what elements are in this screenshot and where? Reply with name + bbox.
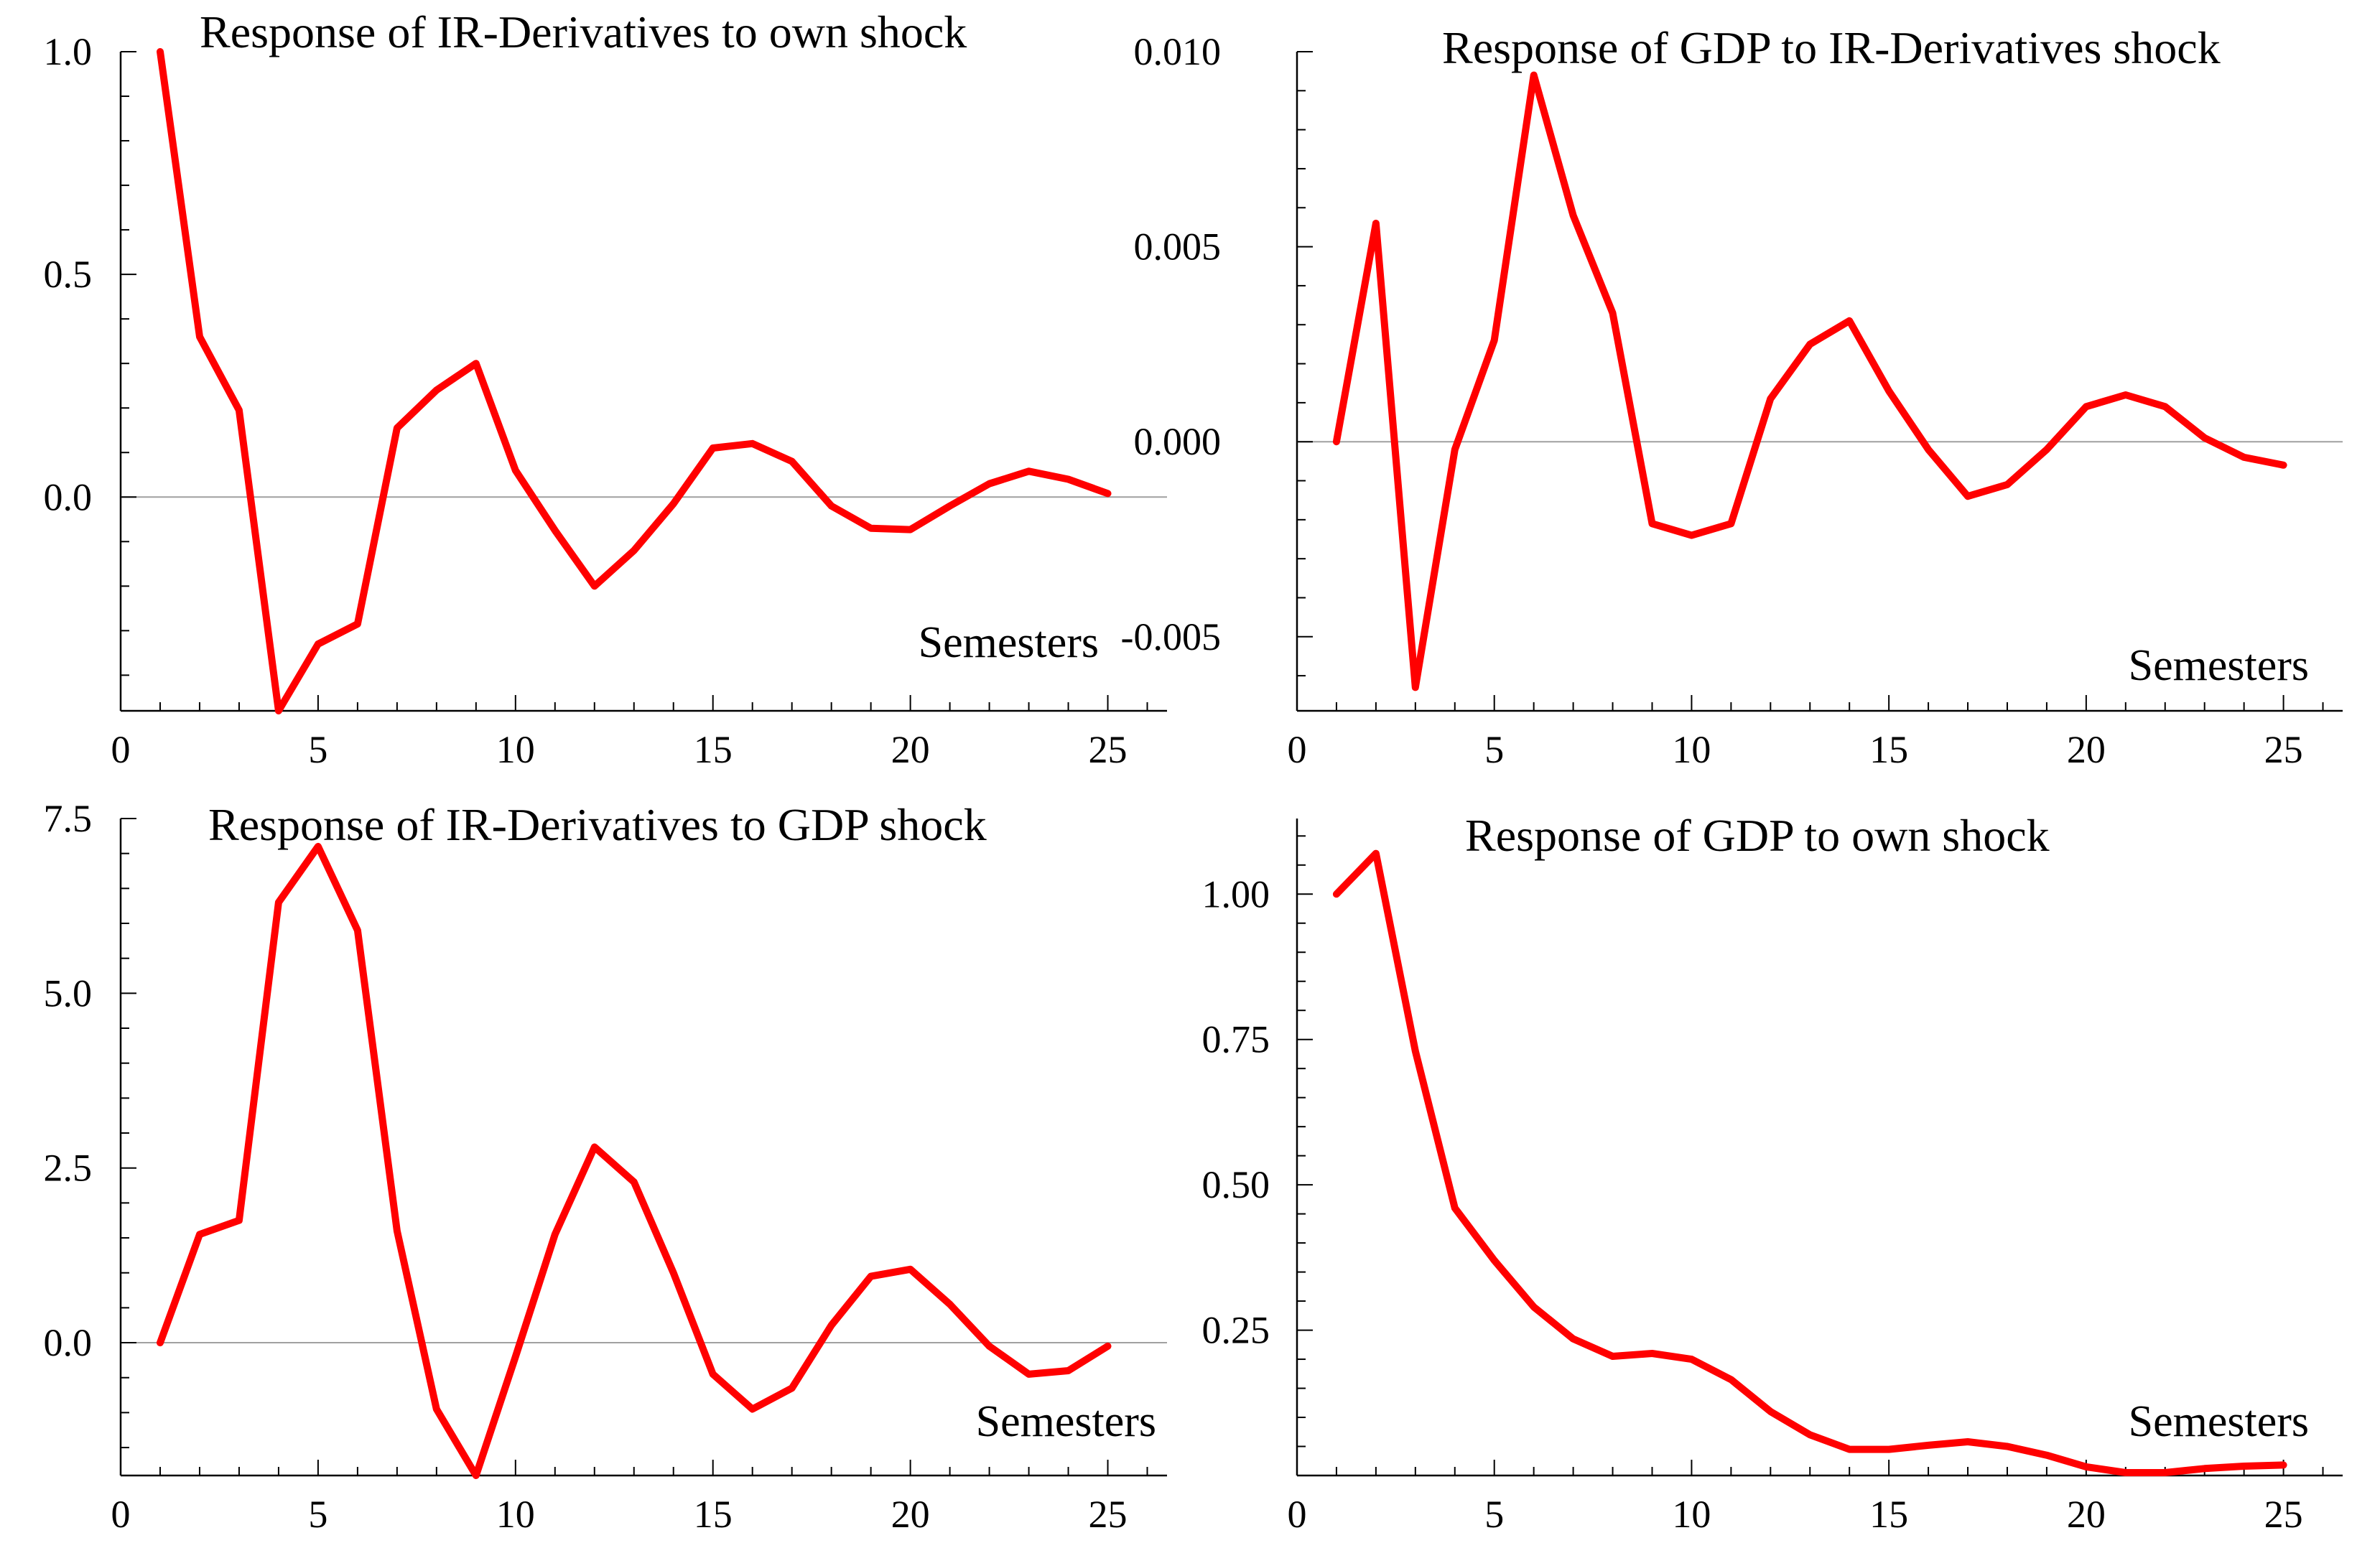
x-tick-label: 5: [308, 728, 327, 771]
y-tick-label: 5.0: [44, 971, 93, 1015]
x-tick-label: 20: [891, 1493, 930, 1536]
x-tick-label: 5: [1484, 728, 1504, 771]
x-tick-label: 5: [1484, 1493, 1504, 1536]
series-line: [157, 842, 1112, 1479]
y-tick-label: 0.005: [1134, 225, 1222, 269]
chart-panel-ir-gdp: 0.0 2.5 5.0 7.5 0 5 10 15 20 25 Response of IR-Der…: [44, 797, 1167, 1536]
y-tick-label: 0.25: [1202, 1309, 1270, 1352]
x-tick-label: 25: [2264, 1493, 2303, 1536]
x-tick-label: 0: [1288, 728, 1307, 771]
x-axis-label: Semesters: [919, 618, 1099, 667]
y-tick-label: 1.0: [44, 30, 93, 73]
y-tick-label: 0.0: [44, 1321, 93, 1364]
series-line: [1332, 71, 2287, 691]
y-tick-label: 0.75: [1202, 1018, 1270, 1061]
y-tick-label: 7.5: [44, 797, 93, 840]
x-tick-label: 20: [891, 728, 930, 771]
x-tick-label: 10: [496, 1493, 535, 1536]
chart-title: Response of GDP to own shock: [1465, 810, 2050, 861]
chart-panel-gdp-ir: -0.005 0.000 0.005 0.010 0 5 10 15 20 25 Response …: [1121, 22, 2343, 771]
x-tick-label: 15: [694, 1493, 733, 1536]
x-tick-label: 15: [1869, 1493, 1908, 1536]
x-tick-label: 25: [2264, 728, 2303, 771]
x-tick-label: 10: [1672, 728, 1711, 771]
x-tick-label: 5: [308, 1493, 327, 1536]
x-tick-label: 20: [2067, 1493, 2106, 1536]
x-tick-label: 10: [1672, 1493, 1711, 1536]
x-tick-label: 10: [496, 728, 535, 771]
x-tick-label: 25: [1089, 1493, 1128, 1536]
chart-panel-gdp-own: 0.25 0.50 0.75 1.00 0 5 10 15 20 25 Response of GD…: [1202, 810, 2343, 1536]
y-tick-label: 0.0: [44, 475, 93, 518]
chart-title: Response of IR-Derivatives to GDP shock: [208, 799, 987, 850]
y-tick-label: 0.000: [1134, 420, 1222, 463]
x-tick-label: 25: [1089, 728, 1128, 771]
y-tick-label: 0.010: [1134, 30, 1222, 73]
x-tick-label: 0: [111, 728, 131, 771]
series-line: [1332, 849, 2287, 1476]
x-tick-label: 15: [694, 728, 733, 771]
y-tick-label: 1.00: [1202, 872, 1270, 915]
series-line: [157, 48, 1112, 714]
chart-title: Response of IR-Derivatives to own shock: [200, 6, 967, 57]
x-axis-label: Semesters: [2129, 1397, 2309, 1446]
x-tick-label: 0: [111, 1493, 131, 1536]
x-axis-label: Semesters: [976, 1397, 1156, 1446]
x-axis-label: Semesters: [2129, 641, 2309, 690]
y-tick-label: 0.5: [44, 253, 93, 296]
x-tick-label: 15: [1869, 728, 1908, 771]
y-tick-label: 2.5: [44, 1147, 93, 1190]
x-tick-label: 20: [2067, 728, 2106, 771]
chart-title: Response of GDP to IR-Derivatives shock: [1442, 22, 2221, 73]
chart-panel-ir-own: 0.0 0.5 1.0 0 5 10 15 20 25 Response of IR-Deriva…: [44, 6, 1167, 771]
x-tick-label: 0: [1288, 1493, 1307, 1536]
y-tick-label: 0.50: [1202, 1163, 1270, 1206]
y-tick-label: -0.005: [1121, 615, 1221, 658]
